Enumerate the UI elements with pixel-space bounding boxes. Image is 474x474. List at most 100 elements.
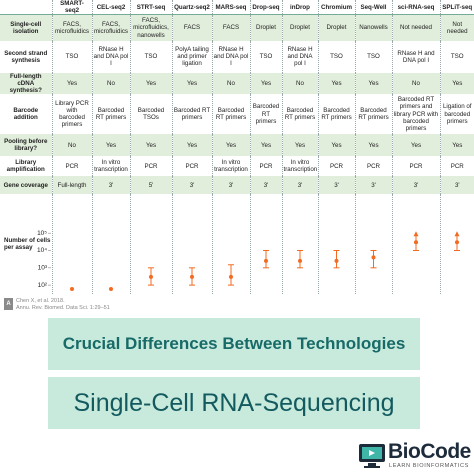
- table-cell: RNase H and DNA pol I: [391, 40, 440, 73]
- table-cell: Barcoded RT primers: [249, 94, 282, 135]
- table-cell: FACS, microfluidics: [91, 14, 130, 41]
- table-cell: RNase H and DNA pol I: [281, 40, 318, 73]
- table-cell: TSO: [317, 40, 355, 73]
- open-arrow: [413, 231, 419, 237]
- subtitle-banner: Crucial Differences Between Technologies: [48, 318, 420, 370]
- point: [70, 286, 74, 291]
- table-row: Gene coverage Full-length 3' 5' 3' 3' 3' 3' 3' 3'…: [0, 176, 474, 195]
- table-cell: FACS, microfluidics, nanowells: [129, 14, 172, 41]
- row-label: Pooling before library?: [0, 134, 52, 157]
- table-cell: In vitro transcription: [281, 156, 318, 177]
- chart-cell: [249, 194, 282, 295]
- table-cell: FACS, microfluidics: [51, 14, 92, 41]
- point: [229, 274, 233, 279]
- table-cell: Barcoded TSOs: [129, 94, 172, 135]
- point: [298, 258, 302, 263]
- column-header: Quartz-seq2: [171, 0, 212, 16]
- chart-cell: [51, 194, 92, 295]
- table-cell: Yes: [129, 72, 172, 95]
- row-label: Number of cells per assay: [4, 237, 51, 252]
- table-cell: Droplet: [281, 14, 318, 41]
- table-cell: No: [91, 72, 130, 95]
- table-cell: 3': [211, 176, 250, 195]
- y-tick-label: 10²: [38, 282, 48, 289]
- table-cell: 3': [281, 176, 318, 195]
- table-cell: PCR: [51, 156, 92, 177]
- table-cell: PCR: [249, 156, 282, 177]
- table-cell: Barcoded RT primers: [211, 94, 250, 135]
- point: [264, 258, 268, 263]
- table-row: Pooling before library? No Yes Yes Yes Yes Yes…: [0, 134, 474, 157]
- table-cell: 3': [171, 176, 212, 195]
- point: [334, 258, 339, 263]
- table-cell: In vitro transcription: [211, 156, 250, 177]
- table-cell: Yes: [249, 72, 282, 95]
- table-cell: Yes: [51, 72, 92, 95]
- table-cell: No: [391, 72, 440, 95]
- cells-chart: 10² 10³ 10⁴ 10⁵: [37, 230, 460, 291]
- table-row: Library amplification PCR In vitro transcr…: [0, 156, 474, 177]
- row-label: Barcode addition: [13, 107, 39, 122]
- column-header: SPLiT-seq: [439, 0, 474, 16]
- table-row: Barcode addition Library PCR with barcode…: [0, 94, 474, 135]
- table-cell: Yes: [439, 72, 474, 95]
- table-cell: Barcoded RT primers and library PCR with…: [391, 94, 440, 135]
- table-cell: TSO: [439, 40, 474, 73]
- table-cell: Library PCR with barcoded primers: [51, 94, 92, 135]
- table-cell: Yes: [211, 134, 250, 157]
- chart-row: Number of cells per assay: [0, 194, 474, 295]
- chart-cell: [317, 194, 355, 295]
- publisher-icon: A: [4, 298, 13, 310]
- table-row: Single-cell isolation FACS, microfluidics…: [0, 14, 474, 41]
- column-header: inDrop: [281, 0, 318, 16]
- table-cell: Droplet: [249, 14, 282, 41]
- table-cell: 3': [354, 176, 392, 195]
- column-header: sci-RNA-seq: [391, 0, 440, 16]
- table-cell: Nanowells: [354, 14, 392, 41]
- column-header: CEL-seq2: [91, 0, 130, 16]
- table-cell: FACS: [171, 14, 212, 41]
- table-cell: TSO: [249, 40, 282, 73]
- table-cell: Yes: [91, 134, 130, 157]
- row-label: Full-length cDNA synthesis?: [0, 72, 52, 95]
- table-cell: Yes: [129, 134, 172, 157]
- table-cell: RNase H and DNA pol I: [211, 40, 250, 73]
- point: [414, 240, 418, 245]
- y-tick-label: 10³: [38, 265, 48, 272]
- table-cell: Yes: [249, 134, 282, 157]
- table-cell: Yes: [281, 134, 318, 157]
- table-cell: Yes: [171, 134, 212, 157]
- table-cell: PCR: [129, 156, 172, 177]
- row-label: Single-cell isolation: [0, 14, 52, 41]
- table-cell: Yes: [439, 134, 474, 157]
- table-cell: Yes: [317, 72, 355, 95]
- column-header: Seq-Well: [354, 0, 392, 16]
- table-cell: Barcoded RT primers: [281, 94, 318, 135]
- point: [371, 255, 376, 260]
- table-row: Second strand synthesis TSO RNase H and DN…: [0, 40, 474, 73]
- title-banner: Single-Cell RNA-Sequencing: [48, 377, 420, 429]
- table-cell: PCR: [354, 156, 392, 177]
- table-cell: Full-length: [51, 176, 92, 195]
- table-cell: No: [51, 134, 92, 157]
- chart-cell: [91, 194, 130, 295]
- table-cell: Yes: [391, 134, 440, 157]
- table-cell: 3': [439, 176, 474, 195]
- table-row: Full-length cDNA synthesis? Yes No Yes Yes No…: [0, 72, 474, 95]
- point: [455, 240, 459, 245]
- header-row: SMART-seq2 CEL-seq2 STRT-seq Quartz-seq2 MAR…: [0, 0, 474, 16]
- table-cell: PCR: [439, 156, 474, 177]
- table-cell: Yes: [354, 72, 392, 95]
- logo-tagline: LEARN BIOINFORMATICS: [389, 463, 469, 469]
- logo-name: BioCode: [388, 440, 471, 463]
- y-tick-label: 10⁴: [37, 247, 47, 254]
- table-cell: 3': [391, 176, 440, 195]
- point: [109, 286, 113, 291]
- y-tick-label: 10⁵: [37, 230, 47, 237]
- table-cell: Not needed: [439, 14, 474, 41]
- chart-cell: [354, 194, 392, 295]
- table-cell: 3': [317, 176, 355, 195]
- open-arrow: [454, 231, 460, 237]
- table-cell: Yes: [171, 72, 212, 95]
- title: Single-Cell RNA-Sequencing: [73, 388, 395, 417]
